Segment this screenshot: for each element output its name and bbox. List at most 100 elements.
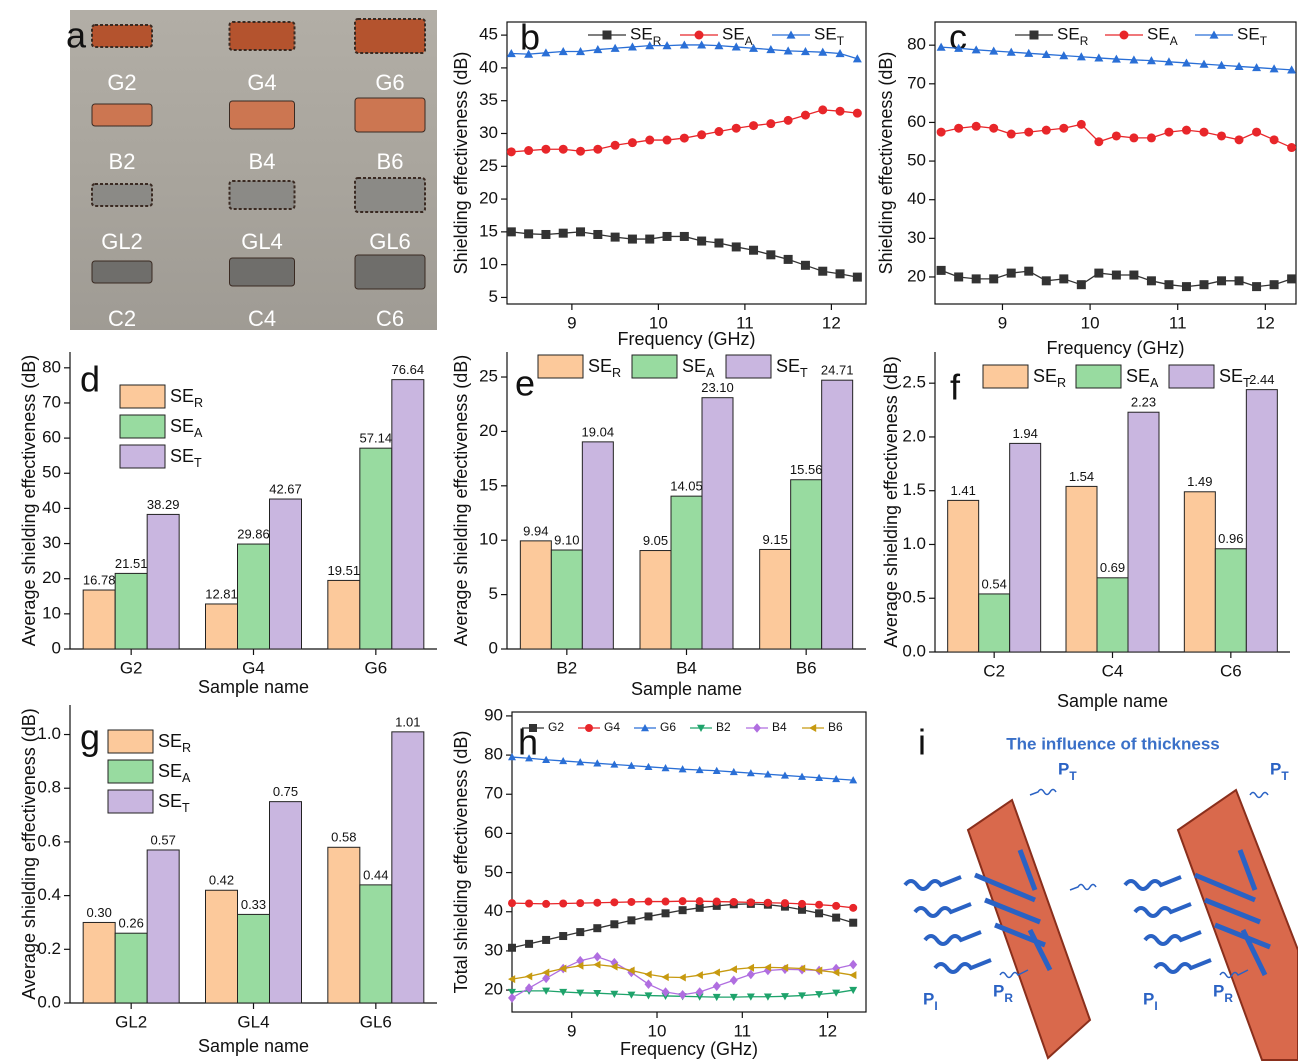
- marker: [525, 899, 534, 908]
- y-tick-label: 50: [907, 151, 926, 170]
- marker: [593, 924, 602, 933]
- marker: [695, 903, 704, 912]
- y-tick-label: 0: [52, 638, 61, 657]
- bar: [359, 884, 393, 1004]
- value-label: 76.64: [392, 362, 425, 377]
- bar: [1065, 485, 1098, 653]
- marker: [849, 971, 857, 980]
- x-tick-label: 10: [1081, 313, 1100, 332]
- marker: [766, 250, 776, 260]
- value-label: 1.94: [1013, 426, 1038, 441]
- marker: [783, 254, 793, 264]
- marker: [849, 776, 858, 784]
- value-label: 0.44: [363, 867, 388, 882]
- legend-label: G6: [660, 720, 676, 734]
- marker: [954, 123, 964, 133]
- sample-label: B4: [249, 149, 276, 174]
- value-label: 9.10: [554, 532, 579, 547]
- y-tick-label: 10: [479, 254, 498, 273]
- marker: [679, 231, 689, 241]
- marker: [749, 121, 759, 131]
- diagram-label: PR: [993, 981, 1013, 1005]
- y-tick-label: 50: [484, 862, 503, 881]
- marker: [644, 897, 653, 906]
- legend-label: SET: [1237, 24, 1267, 48]
- marker: [798, 992, 807, 1000]
- marker: [783, 46, 793, 55]
- marker: [1059, 274, 1069, 284]
- waves: [903, 849, 1271, 977]
- legend-swatch: [1075, 364, 1122, 389]
- x-tick-label: C4: [1102, 661, 1124, 680]
- marker: [585, 724, 593, 732]
- marker: [508, 899, 516, 908]
- marker: [749, 245, 759, 255]
- x-axis-label: Frequency (GHz): [620, 1039, 758, 1059]
- marker: [800, 47, 810, 56]
- legend-label: SER: [630, 24, 662, 48]
- legend-label: SET: [170, 446, 202, 471]
- value-label: 15.56: [790, 462, 823, 477]
- marker: [1041, 276, 1051, 286]
- marker: [729, 767, 738, 776]
- y-tick-label: 30: [479, 123, 498, 142]
- marker: [576, 989, 585, 997]
- marker: [645, 135, 655, 145]
- legend-swatch: [119, 414, 166, 439]
- marker: [697, 236, 707, 246]
- marker: [783, 115, 793, 125]
- marker: [627, 234, 637, 244]
- marker: [610, 43, 620, 52]
- bar: [359, 447, 393, 650]
- y-tick-label: 20: [907, 266, 926, 285]
- marker: [1181, 125, 1191, 135]
- marker: [1217, 60, 1227, 69]
- bar: [327, 579, 361, 650]
- x-tick-label: 10: [649, 313, 668, 332]
- marker: [763, 898, 772, 907]
- marker: [815, 909, 824, 918]
- legend-swatch: [537, 354, 584, 379]
- marker: [1252, 282, 1262, 292]
- y-tick-label: 45: [479, 25, 498, 44]
- marker: [506, 227, 516, 237]
- sample-label: GL6: [369, 229, 411, 254]
- slab: [966, 798, 1092, 1060]
- bar: [1214, 548, 1247, 653]
- marker: [818, 266, 828, 276]
- marker: [815, 966, 823, 975]
- marker: [746, 963, 755, 972]
- marker: [627, 42, 637, 51]
- legend-label: B2: [716, 720, 731, 734]
- panel-letter: d: [80, 359, 100, 400]
- marker: [746, 969, 755, 980]
- bar: [205, 889, 238, 1004]
- marker: [749, 43, 759, 52]
- bar: [1096, 577, 1129, 653]
- marker: [1094, 53, 1104, 62]
- x-axis-label: Frequency (GHz): [1046, 338, 1184, 358]
- sample: [91, 24, 153, 48]
- y-tick-label: 70: [907, 73, 926, 92]
- x-axis-label: Frequency (GHz): [617, 329, 755, 349]
- marker: [610, 920, 619, 929]
- marker: [559, 988, 568, 997]
- diagram-label: PR: [1213, 981, 1233, 1005]
- marker: [954, 43, 964, 52]
- sample-label: G4: [247, 70, 276, 95]
- marker: [678, 906, 687, 915]
- marker: [1006, 268, 1016, 278]
- value-label: 0.33: [241, 897, 266, 912]
- y-tick-label: 90: [484, 705, 503, 724]
- marker: [1234, 61, 1244, 71]
- marker: [1269, 135, 1279, 145]
- bar: [237, 913, 270, 1004]
- y-axis-label: Average shielding effectiveness (dB): [19, 708, 39, 1000]
- slab: [1176, 788, 1298, 1061]
- x-tick-label: 12: [822, 313, 841, 332]
- marker: [818, 47, 828, 56]
- marker: [559, 899, 568, 908]
- sample-label: C2: [108, 306, 136, 331]
- marker: [712, 766, 721, 774]
- value-label: 2.44: [1249, 372, 1274, 387]
